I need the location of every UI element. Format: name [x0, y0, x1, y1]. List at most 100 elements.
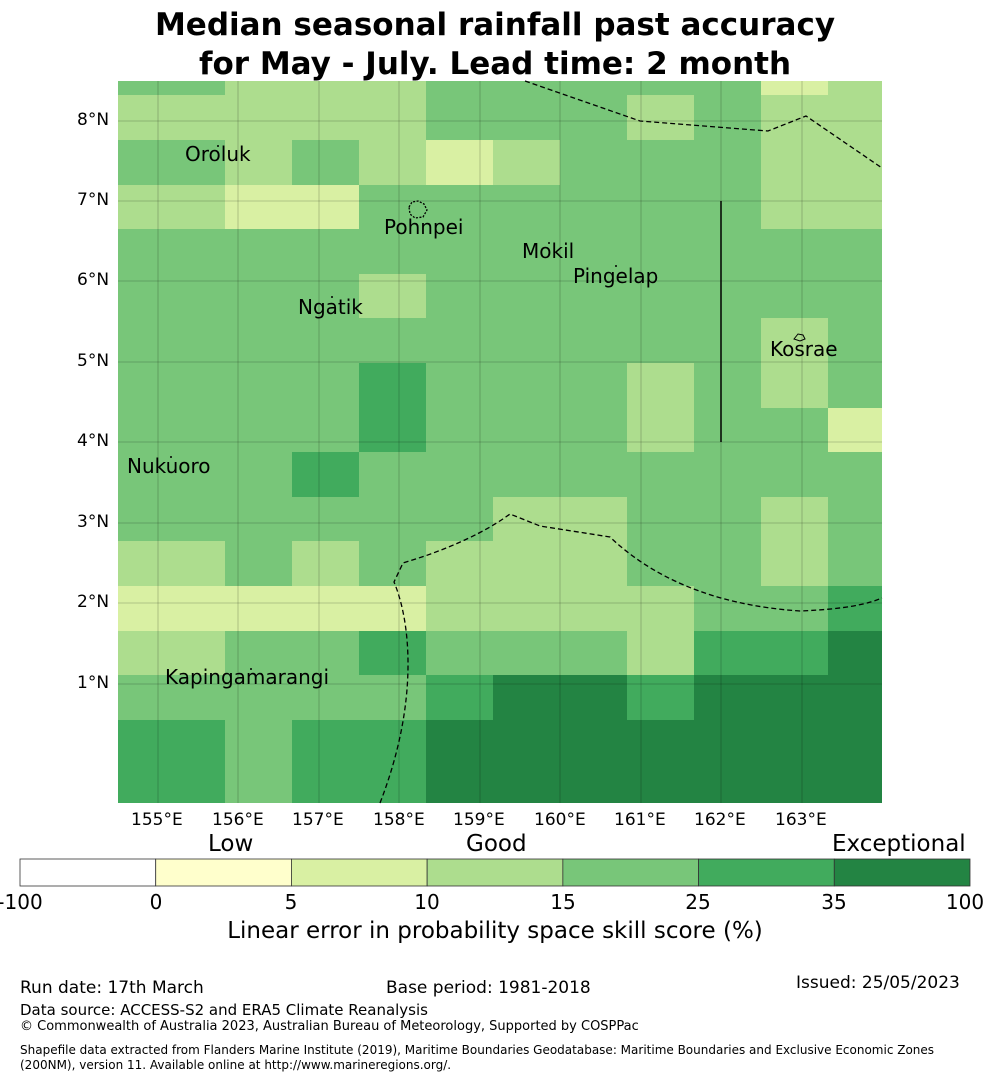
skill-grid-cell — [761, 229, 828, 274]
skill-grid-cell — [225, 720, 292, 803]
skill-grid-cell — [118, 185, 225, 229]
colorbar-swatch — [562, 858, 699, 887]
skill-grid-cell — [359, 363, 426, 408]
skill-grid-cell — [493, 81, 560, 95]
skill-grid-cell — [694, 140, 761, 185]
skill-grid-cell — [225, 408, 292, 452]
skill-grid-cell — [292, 140, 359, 185]
pingelap-island — [615, 265, 617, 267]
skill-grid-cell — [761, 452, 828, 497]
lat-tick-1n: 1°N — [77, 673, 110, 693]
skill-grid-cell — [426, 675, 493, 720]
skill-grid-cell — [627, 95, 694, 140]
colorbar-tick: 100 — [945, 890, 985, 914]
skill-grid-cell — [694, 675, 761, 720]
run-date: Run date: 17th March — [20, 978, 204, 998]
skill-grid-cell — [761, 720, 828, 803]
ngatik-island — [331, 296, 333, 298]
skill-grid-cell — [761, 541, 828, 586]
skill-grid-cell — [225, 95, 292, 140]
skill-grid-cell — [694, 631, 761, 675]
skill-grid-cell — [225, 497, 292, 541]
skill-grid-cell — [761, 140, 828, 185]
skill-grid-cell — [493, 274, 560, 318]
map-title-line2: for May - July. Lead time: 2 month — [198, 46, 792, 82]
colorbar-category-good: Good — [466, 831, 527, 857]
skill-grid-cell — [828, 408, 882, 452]
skill-grid-cell — [560, 720, 627, 803]
skill-grid-cell — [225, 675, 292, 720]
skill-grid-cell — [118, 497, 225, 541]
skill-grid-cell — [493, 452, 560, 497]
skill-grid-cell — [828, 140, 882, 185]
skill-grid-cell — [225, 586, 292, 631]
skill-grid-cell — [292, 81, 359, 95]
skill-grid-cell — [426, 229, 493, 274]
colorbar — [19, 858, 971, 887]
skill-grid-cell — [828, 81, 882, 95]
skill-grid-cell — [493, 140, 560, 185]
base-period: Base period: 1981-2018 — [386, 978, 591, 998]
skill-grid-cell — [225, 185, 292, 229]
skill-grid-cell — [225, 274, 292, 318]
skill-grid-cell — [761, 81, 828, 95]
skill-grid-cell — [359, 720, 426, 803]
skill-grid-cell — [359, 497, 426, 541]
skill-grid-cell — [292, 452, 359, 497]
skill-grid-cell — [292, 229, 359, 274]
skill-grid-cell — [828, 675, 882, 720]
skill-grid-cell — [627, 586, 694, 631]
oroluk-island — [217, 145, 219, 147]
colorbar-swatch — [833, 858, 971, 887]
skill-grid-cell — [627, 631, 694, 675]
skill-grid-cell — [118, 318, 225, 363]
skill-grid-cell — [292, 95, 359, 140]
colorbar-tick: 5 — [284, 890, 298, 914]
skill-grid-cell — [292, 497, 359, 541]
skill-grid-cell — [560, 408, 627, 452]
eez-boundary-south — [379, 513, 883, 804]
skill-grid-cell — [560, 631, 627, 675]
colorbar-swatch — [291, 858, 428, 887]
lon-tick-163: 163°E — [775, 810, 827, 830]
skill-grid-cell — [627, 541, 694, 586]
skill-grid-cell — [761, 586, 828, 631]
skill-grid-cell — [292, 675, 359, 720]
place-label-nukuoro: Nukuoro — [127, 454, 211, 478]
skill-grid-cell — [225, 452, 292, 497]
skill-grid-cell — [359, 631, 426, 675]
copyright: © Commonwealth of Australia 2023, Austra… — [20, 1019, 639, 1034]
skill-grid-cell — [359, 185, 426, 229]
skill-grid-cell — [828, 363, 882, 408]
skill-grid-cell — [426, 452, 493, 497]
skill-grid-cell — [359, 675, 426, 720]
skill-grid-cell — [627, 363, 694, 408]
colorbar-swatch — [19, 858, 157, 887]
map-title-line1: Median seasonal rainfall past accuracy — [154, 7, 836, 43]
skill-grid-cell — [292, 586, 359, 631]
skill-grid-cell — [828, 497, 882, 541]
nukuoro-island — [170, 456, 172, 458]
skill-grid-cell — [828, 229, 882, 274]
skill-grid-cell — [359, 318, 426, 363]
shapefile-credit-line2: (200NM), version 11. Available online at… — [20, 1058, 452, 1072]
colorbar-category-exceptional: Exceptional — [832, 831, 966, 857]
skill-grid-cell — [761, 185, 828, 229]
skill-grid-cell — [359, 541, 426, 586]
skill-grid-cell — [118, 274, 225, 318]
skill-grid-cell — [359, 140, 426, 185]
lat-tick-3n: 3°N — [77, 512, 110, 532]
skill-grid-cell — [426, 497, 493, 541]
skill-grid-cell — [118, 140, 225, 185]
skill-grid-cell — [828, 185, 882, 229]
skill-grid-cell — [560, 541, 627, 586]
skill-grid-cell — [493, 318, 560, 363]
skill-grid-cell — [292, 318, 359, 363]
skill-grid-cell — [694, 408, 761, 452]
skill-grid-cell — [118, 675, 225, 720]
skill-grid-cell — [426, 720, 493, 803]
skill-grid-cell — [560, 452, 627, 497]
skill-grid-cell — [426, 541, 493, 586]
skill-grid-cell — [118, 229, 225, 274]
skill-grid-cell — [627, 185, 694, 229]
